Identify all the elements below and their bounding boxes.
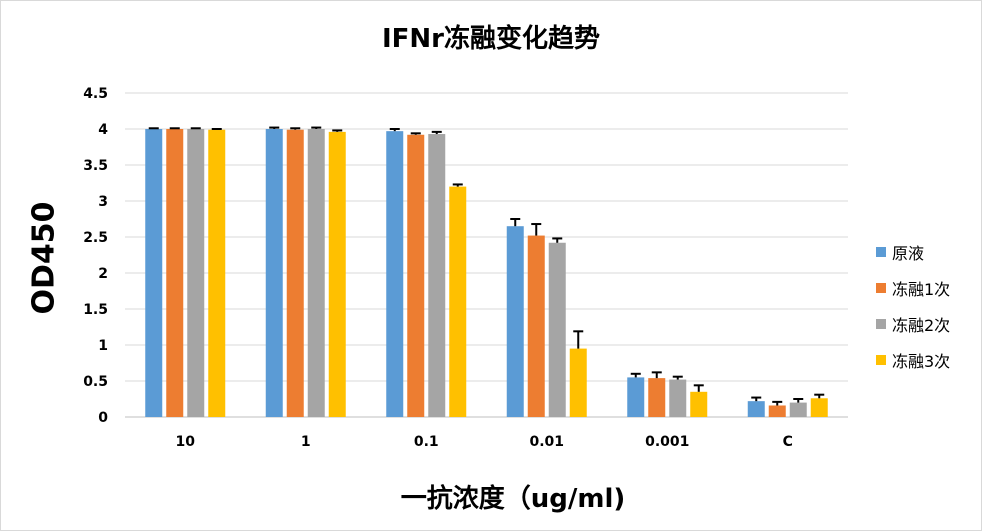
legend-swatch [876, 355, 886, 365]
chart-title: IFNr冻融变化趋势 [381, 24, 601, 54]
x-tick-label: 0.01 [529, 434, 564, 450]
bar [548, 242, 566, 417]
bar [407, 134, 425, 417]
legend-swatch [876, 247, 886, 257]
bar [307, 129, 325, 417]
bar [810, 398, 828, 417]
legend-label: 冻融1次 [892, 280, 951, 299]
y-tick-label: 3.5 [83, 158, 108, 174]
bar [265, 129, 283, 417]
bar [166, 129, 184, 417]
legend-swatch [876, 319, 886, 329]
legend-item: 冻融1次 [876, 270, 950, 306]
bar [286, 129, 304, 417]
bar [328, 131, 346, 417]
bar [789, 402, 807, 417]
legend-label: 冻融3次 [892, 352, 951, 371]
bar [187, 129, 205, 417]
bar [690, 391, 708, 417]
x-tick-label: 1 [301, 434, 311, 450]
y-tick-label: 3 [98, 194, 108, 210]
y-tick-label: 1.5 [83, 302, 108, 318]
y-tick-label: 2.5 [83, 230, 108, 246]
bar [747, 401, 765, 417]
x-axis-label: 一抗浓度（ug/ml) [400, 484, 626, 514]
bar [208, 129, 226, 417]
bar [449, 186, 467, 417]
x-tick-label: 0.001 [645, 434, 689, 450]
legend-item: 原液 [876, 234, 950, 270]
bar [386, 131, 404, 417]
legend-label: 冻融2次 [892, 316, 951, 335]
x-tick-label: 10 [176, 434, 196, 450]
bar [569, 348, 587, 417]
legend-item: 冻融3次 [876, 342, 950, 378]
y-tick-label: 0 [98, 410, 108, 426]
legend: 原液冻融1次冻融2次冻融3次 [876, 234, 950, 378]
bar [768, 405, 786, 417]
bar [506, 226, 524, 417]
y-tick-label: 4 [98, 122, 108, 138]
bar [627, 377, 645, 417]
y-tick-label: 4.5 [83, 86, 108, 102]
legend-item: 冻融2次 [876, 306, 950, 342]
x-tick-label: C [783, 434, 793, 450]
y-tick-label: 0.5 [83, 374, 108, 390]
y-tick-label: 2 [98, 266, 108, 282]
bar [428, 134, 446, 418]
bar [527, 235, 545, 417]
bar [669, 379, 687, 417]
x-tick-label: 0.1 [414, 434, 439, 450]
y-tick-label: 1 [98, 338, 108, 354]
bar [648, 378, 666, 417]
legend-label: 原液 [892, 244, 925, 263]
bar [145, 129, 163, 417]
legend-swatch [876, 283, 886, 293]
